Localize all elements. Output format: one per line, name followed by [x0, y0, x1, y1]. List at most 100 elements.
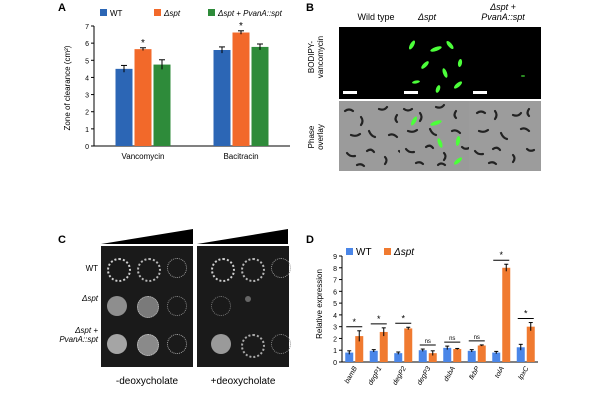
- bar: [428, 353, 437, 362]
- y-tick-label: 7: [85, 24, 89, 31]
- y-tick-label: 2: [85, 110, 89, 117]
- image-fluor-spt: [400, 27, 472, 99]
- col-label-wild-type: Wild type: [357, 12, 395, 22]
- phase-cells-wild-type: [343, 105, 408, 168]
- x-tick-label: fkbP: [468, 365, 481, 381]
- legend-swatch: [100, 9, 107, 16]
- y-tick-label: 4: [333, 313, 337, 320]
- bar: [232, 32, 250, 147]
- y-tick-label: 2: [333, 336, 337, 343]
- bar: [443, 347, 452, 362]
- spot: [167, 334, 187, 354]
- significance-label: *: [401, 313, 405, 323]
- panel-letter-a: A: [58, 2, 66, 14]
- chart-a-bars: **: [115, 21, 269, 147]
- significance-label: ns: [449, 336, 455, 342]
- bar: [404, 328, 413, 362]
- y-tick-label: 3: [333, 325, 337, 332]
- phase-cells-complement: [473, 107, 536, 166]
- col-label-complement: Δspt + PvanA::spt: [466, 2, 540, 22]
- x-tick-label: dsbA: [443, 365, 457, 383]
- row-label-phase-line2: overlay: [316, 124, 325, 150]
- faint-cell: [521, 75, 525, 77]
- row-label-spt: Δspt: [81, 294, 98, 303]
- spot: [245, 296, 251, 302]
- legend-swatch: [208, 9, 215, 16]
- y-tick-label: 5: [85, 58, 89, 65]
- y-tick-label: 0: [333, 360, 337, 367]
- spot: [211, 296, 231, 316]
- x-tick-label: bamB: [344, 365, 359, 385]
- spot: [211, 334, 231, 354]
- significance-label: *: [239, 21, 243, 32]
- y-tick-label: 9: [333, 254, 337, 261]
- bar: [477, 345, 486, 362]
- image-phase-complement: [469, 101, 541, 171]
- fluor-cells-spt: [408, 40, 463, 93]
- legend-label: WT: [110, 9, 123, 18]
- x-tick-label: degP2: [392, 365, 408, 386]
- image-phase-wild-type: [339, 101, 411, 171]
- col-label-complement-line2: PvanA::spt: [481, 12, 525, 22]
- chart-d-x-tick-labels: bamB degP1 degP2 degP3 dsbA fkbP tolA lpxC: [344, 365, 531, 387]
- y-tick-label: 6: [85, 41, 89, 48]
- bar: [251, 46, 269, 146]
- x-tick-label: Vancomycin: [122, 152, 165, 161]
- bar: [355, 336, 364, 362]
- y-tick-label: 5: [333, 301, 337, 308]
- col-label-complement-line1: Δspt +: [490, 2, 516, 12]
- y-tick-label: 4: [85, 75, 89, 82]
- spot: [107, 334, 127, 354]
- y-tick-label: 7: [333, 278, 337, 285]
- image-fluor-complement: [469, 27, 541, 99]
- panel-letter-d: D: [306, 234, 314, 246]
- bar: [418, 350, 427, 362]
- dilution-wedges: [101, 229, 288, 244]
- legend-label: Δspt + PvanA::spt: [217, 9, 283, 18]
- chart-a-y-axis-label: Zone of clearance (cm²): [63, 45, 72, 130]
- significance-label: *: [499, 250, 503, 260]
- row-label-phase-line1: Phase: [307, 125, 316, 149]
- row-label-complement: Δspt + PvanA::spt: [54, 326, 98, 344]
- chart-d-y-axis-label: Relative expression: [315, 269, 324, 339]
- bar: [492, 352, 501, 362]
- bar: [379, 331, 388, 362]
- bar: [345, 352, 354, 362]
- chart-a-legend: WT Δspt Δspt + PvanA::spt: [100, 9, 283, 18]
- row-label-bodipy-line1: BODIPY-: [307, 40, 316, 74]
- y-tick-label: 3: [85, 93, 89, 100]
- legend-label: Δspt: [163, 9, 181, 18]
- chart-d-bars: * * * ns ns ns * *: [345, 250, 535, 362]
- image-phase-spt: [400, 101, 472, 171]
- y-tick-label: 1: [85, 127, 89, 134]
- bar: [453, 349, 462, 362]
- bar: [153, 64, 171, 146]
- spot: [271, 258, 291, 278]
- bar: [134, 49, 152, 147]
- legend-label: WT: [356, 247, 372, 258]
- x-tick-label: lpxC: [517, 365, 531, 381]
- scale-bar: [343, 91, 357, 94]
- significance-label: *: [352, 317, 356, 327]
- spot: [271, 334, 291, 354]
- significance-label: *: [377, 314, 381, 324]
- chart-d-legend: WT Δspt: [346, 247, 415, 258]
- x-tick-label: degP3: [416, 365, 432, 386]
- row-label-phase: Phase overlay: [307, 107, 325, 167]
- bar: [526, 326, 535, 362]
- plate-image: [101, 246, 291, 367]
- significance-label: *: [141, 38, 145, 49]
- significance-label: ns: [474, 335, 480, 341]
- legend-swatch: [154, 9, 161, 16]
- x-tick-label: degP1: [367, 365, 383, 386]
- x-tick-label: Bacitracin: [223, 152, 258, 161]
- image-fluor-wild-type: [339, 27, 411, 99]
- spot: [241, 258, 265, 282]
- panel-c-spot-assay: WT Δspt Δspt + PvanA::spt -deoxycholate …: [58, 220, 298, 400]
- panel-b-microscopy: Wild type Δspt Δspt + PvanA::spt BODIPY-…: [306, 0, 546, 220]
- spot: [211, 258, 235, 282]
- label-minus-deoxycholate: -deoxycholate: [115, 376, 179, 387]
- bar: [394, 353, 403, 362]
- spot: [167, 296, 187, 316]
